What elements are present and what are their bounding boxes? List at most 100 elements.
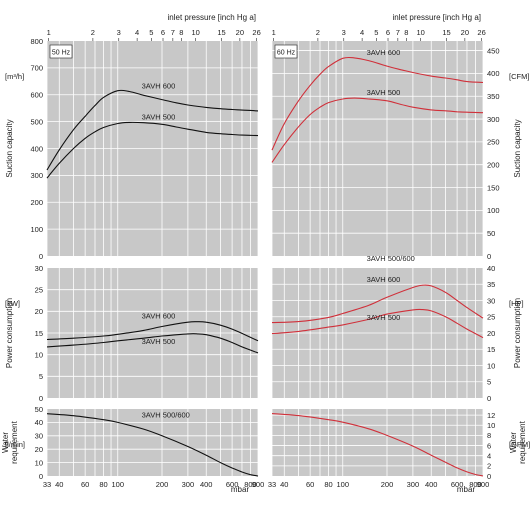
- y-unit-label: [HP]: [509, 299, 524, 308]
- y-axis-title: Water: [1, 432, 10, 453]
- y-tick-label: 5: [487, 378, 491, 387]
- top-tick-label: 8: [179, 28, 183, 37]
- series-label: 3AVH 500: [367, 88, 401, 97]
- frequency-badge: [49, 44, 73, 59]
- x-tick-label: 800: [244, 480, 257, 489]
- top-tick-label: 15: [442, 28, 450, 37]
- y-tick-label: 0: [487, 252, 491, 261]
- y-tick-label: 0: [39, 252, 43, 261]
- top-tick-label: 4: [360, 28, 364, 37]
- series-label: 3AVH 600: [367, 48, 401, 57]
- series-line-3avh-500: [271, 308, 484, 339]
- x-tick-label: 400: [200, 480, 213, 489]
- series-line-3avh-500: [46, 121, 259, 179]
- y-axis-title: requirement: [10, 420, 19, 463]
- y-tick-label: 35: [487, 280, 495, 289]
- y-tick-label: 25: [487, 313, 495, 322]
- frequency-label: 50 Hz: [52, 50, 71, 57]
- y-tick-label: 400: [30, 144, 43, 153]
- top-tick-label: 5: [374, 28, 378, 37]
- x-tick-label: 900: [252, 480, 265, 489]
- y-tick-label: 10: [487, 361, 495, 370]
- y-tick-label: 0: [39, 394, 43, 403]
- top-tick-label: 10: [416, 28, 424, 37]
- y-unit-label: [l/min]: [5, 440, 25, 449]
- top-tick-label: 6: [161, 28, 165, 37]
- y-tick-label: 200: [487, 161, 500, 170]
- x-tick-label: 40: [55, 480, 63, 489]
- top-tick-label: 2: [91, 28, 95, 37]
- y-axis-title: requirement: [518, 420, 527, 463]
- x-tick-label: 300: [182, 480, 195, 489]
- x-tick-label: 900: [477, 480, 490, 489]
- y-tick-label: 50: [487, 229, 495, 238]
- x-tick-label: 100: [112, 480, 125, 489]
- chart-panel-4: 0 5 10 15 20 25 30 35 40 [HP]Power consumption 3AV…: [271, 264, 524, 403]
- series-label: 3AVH 600: [142, 82, 176, 91]
- top-tick-label: 7: [396, 28, 400, 37]
- series-line-3avh-500-600: [271, 413, 484, 477]
- top-axis-title: inlet pressure [inch Hg a]: [168, 13, 257, 22]
- y-tick-label: 450: [487, 46, 500, 55]
- frequency-badge: [274, 44, 298, 59]
- y-tick-label: 5: [39, 372, 43, 381]
- x-tick-label: 200: [156, 480, 169, 489]
- series-label: 3AVH 500: [367, 313, 401, 322]
- series-line-3avh-500: [46, 333, 259, 354]
- top-tick-label: 10: [191, 28, 199, 37]
- x-tick-label: 100: [337, 480, 350, 489]
- top-tick-label: 15: [217, 28, 225, 37]
- series-label: 3AVH 500: [142, 337, 176, 346]
- y-unit-label: [m³/h]: [5, 72, 24, 81]
- series-label: 3AVH 500/600: [367, 254, 415, 263]
- series-label: 3AVH 500/600: [142, 411, 190, 420]
- y-tick-label: 0: [39, 472, 43, 481]
- y-tick-label: 8: [487, 431, 491, 440]
- top-tick-label: 3: [342, 28, 346, 37]
- x-tick-label: 400: [425, 480, 438, 489]
- x-axis-unit: mbar: [457, 485, 476, 494]
- top-tick-label: 1: [47, 28, 51, 37]
- top-tick-label: 26: [252, 28, 260, 37]
- chart-panel-5: 0 10 20 30 40 50 [l/min]Water requirement 3AVH 5…: [1, 405, 264, 489]
- y-tick-label: 15: [35, 329, 43, 338]
- top-tick-label: 6: [386, 28, 390, 37]
- y-tick-label: 15: [487, 345, 495, 354]
- x-axis-unit: mbar: [231, 485, 250, 494]
- x-tick-label: 600: [226, 480, 239, 489]
- x-tick-label: 33: [43, 480, 51, 489]
- x-tick-label: 300: [407, 480, 420, 489]
- y-tick-label: 200: [30, 198, 43, 207]
- x-tick-label: 200: [381, 480, 394, 489]
- y-tick-label: 800: [30, 37, 43, 46]
- y-tick-label: 400: [487, 69, 500, 78]
- series-line-3avh-600: [271, 284, 484, 324]
- top-tick-label: 4: [135, 28, 139, 37]
- y-tick-label: 6: [487, 441, 491, 450]
- chart-panel-3: 0 5 10 15 20 25 30 [kW]Power consumption 3AVH 60…: [5, 264, 259, 403]
- y-tick-label: 30: [35, 264, 43, 273]
- y-axis-title: Power consumption: [513, 298, 522, 368]
- x-tick-label: 800: [469, 480, 482, 489]
- y-tick-label: 30: [487, 296, 495, 305]
- top-tick-label: 26: [477, 28, 485, 37]
- y-axis-title: Power consumption: [5, 298, 14, 368]
- x-tick-label: 40: [280, 480, 288, 489]
- series-line-3avh-600: [46, 321, 259, 342]
- y-tick-label: 100: [30, 225, 43, 234]
- y-tick-label: 10: [487, 421, 495, 430]
- y-tick-label: 10: [35, 458, 43, 467]
- y-tick-label: 150: [487, 183, 500, 192]
- y-tick-label: 25: [35, 285, 43, 294]
- series-label: 3AVH 500: [142, 112, 176, 121]
- x-tick-label: 80: [324, 480, 332, 489]
- plot-area: [272, 409, 483, 476]
- x-tick-label: 600: [451, 480, 464, 489]
- x-tick-label: 33: [268, 480, 276, 489]
- chart-panel-1: 0 100 200 300 400 500 600 700 800 50 Hz [m³/h] Suct…: [5, 13, 261, 261]
- y-tick-label: 30: [35, 432, 43, 441]
- y-tick-label: 2: [487, 462, 491, 471]
